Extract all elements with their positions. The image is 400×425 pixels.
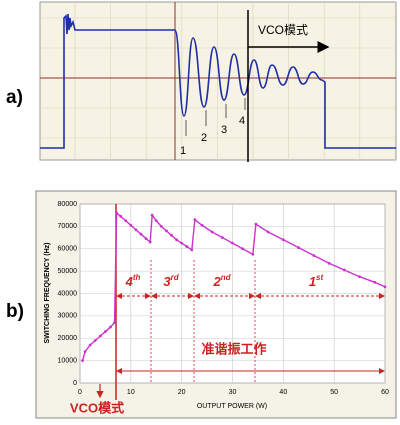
order-suffix: st <box>316 273 323 282</box>
x-axis-label: OUTPUT POWER (W) <box>197 403 267 410</box>
point <box>241 247 245 251</box>
order-number: 2 <box>212 274 221 289</box>
plot <box>81 211 387 363</box>
y-tick-label: 40000 <box>58 290 78 297</box>
point <box>148 240 152 244</box>
point <box>124 219 128 223</box>
point <box>327 261 331 265</box>
point <box>119 214 123 218</box>
point <box>170 233 173 237</box>
marker-label: 3 <box>221 124 227 136</box>
x-tick-label: 20 <box>178 389 186 396</box>
marker-label: 2 <box>201 132 207 144</box>
order-label: 3rd <box>163 273 179 289</box>
point <box>193 218 197 222</box>
order-suffix: rd <box>171 273 180 282</box>
point <box>373 280 377 284</box>
point <box>129 223 133 227</box>
x-tick-label: 60 <box>381 389 389 396</box>
mode-label: VCO模式 <box>70 400 124 415</box>
scope-frame <box>39 1 397 161</box>
order-number: 3 <box>163 274 171 289</box>
x-tick-label: 50 <box>330 389 338 396</box>
point <box>144 237 148 241</box>
order-suffix: th <box>133 273 141 282</box>
order-label: 1st <box>309 273 324 289</box>
point <box>312 254 316 257</box>
marker-ticks <box>185 98 246 136</box>
point <box>93 339 97 342</box>
region-label: 准谐振工作 <box>201 341 266 356</box>
point <box>254 222 258 226</box>
point <box>220 236 224 239</box>
marker-label: 4 <box>239 115 245 127</box>
waveform <box>40 13 396 149</box>
x-tick-label: 40 <box>279 389 287 396</box>
y-tick-label: 10000 <box>58 357 78 364</box>
order-label: 4th <box>125 273 141 289</box>
point <box>231 241 234 245</box>
point <box>134 228 138 232</box>
y-axis-label: SWITCHING FREQUENCY (Hz) <box>44 243 51 344</box>
point <box>83 350 87 354</box>
point <box>98 334 102 338</box>
point <box>115 211 118 215</box>
point <box>113 321 116 324</box>
point <box>281 238 285 242</box>
point <box>185 245 189 248</box>
y-tick-label: 70000 <box>58 223 78 230</box>
y-tick-label: 50000 <box>58 268 78 275</box>
mode-label: VCO模式 <box>258 23 308 37</box>
order-number: 4 <box>125 274 134 289</box>
panel-a: VCO模式 1 2 3 4 a) <box>6 1 397 162</box>
point <box>88 343 92 347</box>
point <box>200 223 204 227</box>
point <box>297 246 300 250</box>
marker-label: 1 <box>180 145 186 157</box>
order-number: 1 <box>309 274 316 289</box>
point <box>175 238 178 242</box>
point <box>139 232 143 236</box>
order-suffix: nd <box>221 273 232 282</box>
point <box>210 230 214 234</box>
order-label: 2nd <box>212 273 231 289</box>
x-tick-label: 10 <box>127 389 135 396</box>
point <box>342 268 346 272</box>
point <box>159 224 163 228</box>
y-tick-label: 60000 <box>58 246 78 253</box>
panel-label: b) <box>6 301 24 322</box>
x-tick-label: 0 <box>78 389 82 396</box>
point <box>81 359 84 363</box>
y-tick-label: 80000 <box>58 201 78 208</box>
point <box>251 252 255 256</box>
y-tick-label: 0 <box>73 380 77 387</box>
point <box>150 213 154 217</box>
y-tick-label: 30000 <box>58 313 78 320</box>
point <box>358 275 361 279</box>
y-tick-label: 20000 <box>58 335 78 342</box>
point <box>266 230 270 234</box>
point <box>104 330 107 333</box>
point <box>154 219 158 223</box>
point <box>180 241 184 245</box>
point <box>165 229 168 233</box>
point <box>383 285 387 289</box>
point <box>109 325 112 329</box>
x-tick-label: 30 <box>229 389 237 396</box>
point <box>190 248 194 252</box>
panel-label: a) <box>6 87 23 108</box>
